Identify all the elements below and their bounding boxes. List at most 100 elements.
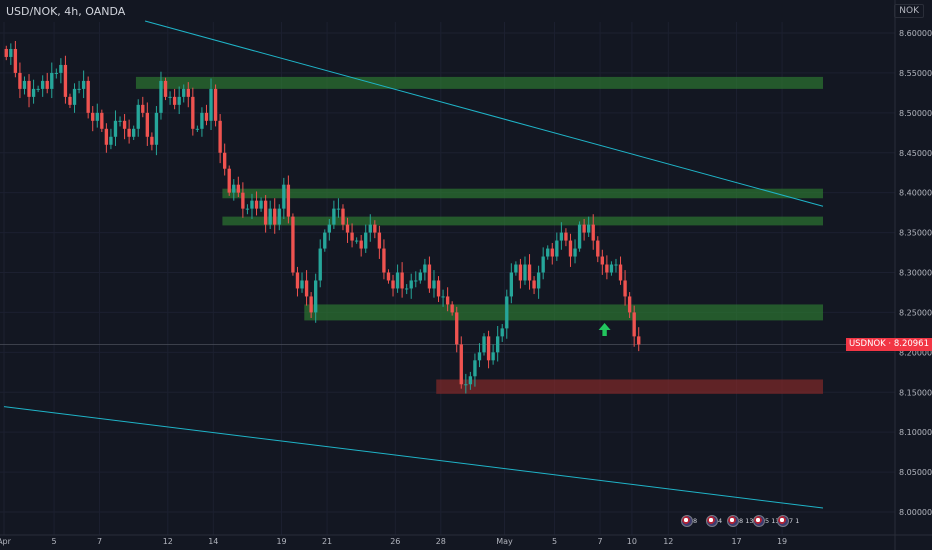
us-flag-icon: [753, 515, 765, 527]
candle: [172, 88, 177, 110]
candle-body: [459, 344, 463, 385]
y-tick-label: 8.15000: [899, 388, 932, 397]
candle: [118, 116, 122, 127]
candle-body: [500, 328, 504, 337]
candle-body: [154, 112, 159, 145]
candle: [209, 78, 213, 130]
candle-body: [304, 280, 309, 297]
candle: [122, 114, 127, 140]
economic-event-marker[interactable]: 8 13: [727, 514, 753, 528]
candle-body: [323, 232, 327, 249]
candle: [432, 270, 436, 298]
candle-body: [259, 200, 263, 209]
candle: [568, 233, 573, 267]
candle: [236, 176, 240, 198]
candle-body: [345, 224, 350, 233]
candle-body: [536, 272, 541, 289]
candle: [195, 125, 200, 132]
y-tick-label: 8.25000: [899, 308, 932, 317]
candle: [22, 76, 27, 95]
candle: [596, 236, 600, 263]
candle-body: [632, 312, 636, 337]
candle-body: [104, 128, 109, 145]
candle: [632, 305, 636, 347]
candle-body: [541, 256, 545, 273]
candle: [555, 232, 559, 261]
candle: [91, 106, 95, 132]
candle-body: [200, 112, 204, 129]
candle: [459, 336, 463, 389]
candle-body: [309, 296, 313, 313]
candle: [36, 85, 40, 93]
candle-body: [623, 280, 627, 297]
candle: [218, 114, 222, 164]
candle-body: [455, 312, 459, 345]
currency-badge[interactable]: NOK: [894, 4, 924, 18]
candle-body: [18, 72, 22, 89]
candle: [496, 325, 500, 362]
candle: [523, 256, 527, 285]
price-tag-value: 8.20961: [893, 339, 929, 350]
x-tick-label: 28: [436, 537, 446, 546]
economic-event-marker[interactable]: 4: [706, 514, 722, 528]
candle: [182, 84, 186, 103]
candle: [395, 264, 400, 293]
candle-body: [163, 80, 168, 97]
candle: [109, 128, 113, 150]
candle-body: [182, 88, 186, 97]
candle: [473, 353, 477, 387]
last-price-tag: USDNOK · 8.20961: [845, 338, 932, 352]
candle: [27, 74, 31, 108]
candle-body: [95, 112, 99, 121]
candle-body: [409, 280, 413, 289]
candle-body: [314, 280, 318, 313]
y-tick-label: 8.45000: [899, 149, 932, 158]
candle-body: [564, 232, 568, 241]
price-axis: [895, 0, 932, 550]
candle: [45, 72, 49, 94]
candle: [345, 217, 350, 243]
x-tick-label: 12: [663, 537, 673, 546]
candle-body: [637, 336, 641, 345]
candle-body: [464, 384, 468, 386]
candle-body: [427, 264, 432, 289]
economic-event-marker[interactable]: 7 1: [777, 514, 799, 528]
candle: [382, 239, 386, 280]
candle-body: [223, 152, 227, 169]
economic-event-marker[interactable]: 5 13: [753, 514, 779, 528]
candle: [587, 216, 591, 237]
candle-body: [109, 136, 113, 145]
candle: [213, 84, 218, 127]
candle: [427, 256, 432, 293]
x-tick-label: 14: [208, 537, 218, 546]
candle: [332, 200, 336, 229]
candle: [614, 258, 618, 273]
candle-body: [546, 248, 550, 257]
candle-body: [573, 248, 577, 257]
candle: [86, 76, 90, 119]
candle-body: [577, 224, 582, 249]
candle: [227, 165, 231, 196]
candle-body: [386, 272, 391, 281]
candle: [455, 306, 459, 353]
economic-event-marker[interactable]: 8: [681, 514, 697, 528]
candle: [559, 222, 564, 250]
candle: [41, 75, 45, 97]
candle: [54, 68, 58, 79]
candle-body: [618, 264, 623, 281]
candle: [327, 219, 331, 241]
candle: [436, 276, 441, 303]
candle-body: [191, 96, 195, 129]
candle: [72, 83, 77, 113]
candle-body: [81, 80, 86, 89]
us-flag-icon: [727, 515, 739, 527]
x-tick-label: 12: [163, 537, 173, 546]
resistance-zone: [222, 188, 823, 199]
resistance-zone: [135, 76, 823, 89]
candle-body: [113, 120, 118, 137]
candle-body: [227, 168, 231, 193]
candle-body: [291, 216, 295, 273]
candle: [304, 270, 309, 306]
candle: [232, 179, 236, 201]
